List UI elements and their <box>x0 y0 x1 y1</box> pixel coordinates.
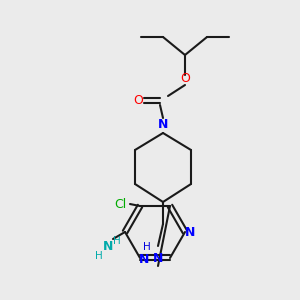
Text: N: N <box>103 241 113 254</box>
Text: O: O <box>180 71 190 85</box>
Text: N: N <box>185 226 195 238</box>
Text: H: H <box>95 251 103 261</box>
Text: Cl: Cl <box>114 197 126 211</box>
Text: H: H <box>143 242 151 252</box>
Text: N: N <box>158 118 168 131</box>
Text: N: N <box>153 251 163 265</box>
Text: O: O <box>133 94 143 106</box>
Text: N: N <box>139 254 149 266</box>
Text: H: H <box>113 236 121 246</box>
